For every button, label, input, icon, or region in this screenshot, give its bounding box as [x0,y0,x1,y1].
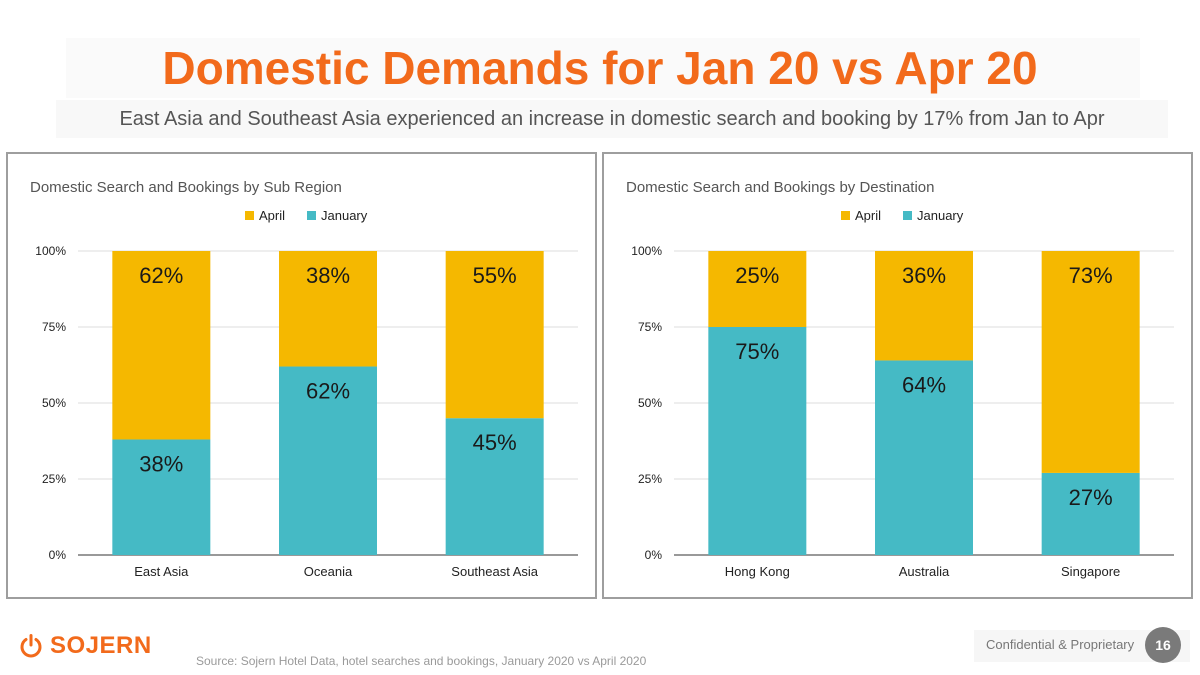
logo-text: SOJERN [50,632,152,659]
x-tick-label: Hong Kong [725,564,790,579]
data-label-january-east-asia: 38% [139,451,183,476]
page-number: 16 [1145,627,1181,663]
x-tick-label: Oceania [304,564,353,579]
y-tick-label: 0% [49,548,67,562]
y-tick-label: 100% [35,244,66,258]
bar-april-southeast-asia [445,251,544,419]
y-tick-label: 50% [42,396,66,410]
title-band [66,38,1140,98]
chart-title: Domestic Search and Bookings by Sub Regi… [30,179,342,196]
bar-january-oceania [279,366,377,555]
bar-january-east-asia [112,439,211,555]
bar-april-oceania [279,251,377,367]
y-tick-label: 25% [42,472,66,486]
bar-april-singapore [1041,251,1140,473]
x-tick-label: Southeast Asia [451,564,538,579]
chart-destination: Domestic Search and Bookings by Destinat… [626,179,1174,579]
y-tick-label: 75% [42,320,66,334]
subtitle-band [56,100,1168,138]
page-subtitle: East Asia and Southeast Asia experienced… [119,108,1105,130]
data-label-april-hong-kong: 25% [735,263,779,288]
legend-label-january: January [917,208,964,223]
bar-january-hong-kong [708,327,807,555]
data-label-april-east-asia: 62% [139,263,183,288]
bar-january-australia [875,360,973,555]
data-label-january-southeast-asia: 45% [473,430,517,455]
data-label-april-australia: 36% [902,263,946,288]
bar-april-australia [875,251,973,361]
bar-january-southeast-asia [445,418,544,555]
chart-title: Domestic Search and Bookings by Destinat… [626,179,935,196]
x-tick-label: Australia [899,564,950,579]
y-tick-label: 50% [638,396,662,410]
data-label-april-oceania: 38% [306,263,350,288]
legend-swatch-january [307,211,316,220]
bar-april-hong-kong [708,251,807,327]
data-label-january-australia: 64% [902,372,946,397]
legend-label-april: April [259,208,285,223]
bar-january-singapore [1041,472,1140,555]
source-note: Source: Sojern Hotel Data, hotel searche… [196,654,647,668]
y-tick-label: 25% [638,472,662,486]
y-tick-label: 0% [645,548,663,562]
data-label-january-singapore: 27% [1069,485,1113,510]
chart-sub-region: Domestic Search and Bookings by Sub Regi… [30,179,578,579]
legend-swatch-april [841,211,850,220]
x-tick-label: East Asia [134,564,189,579]
data-label-january-oceania: 62% [306,379,350,404]
data-label-april-singapore: 73% [1069,263,1113,288]
data-label-april-southeast-asia: 55% [473,263,517,288]
confidential-label: Confidential & Proprietary [986,637,1135,652]
chart-panel-destination: Domestic Search and Bookings by Destinat… [602,152,1193,599]
legend-label-april: April [855,208,881,223]
legend-label-january: January [321,208,368,223]
chart-panel-sub-region: Domestic Search and Bookings by Sub Regi… [6,152,597,599]
y-tick-label: 75% [638,320,662,334]
power-icon [20,634,42,658]
sojern-logo: SOJERN [18,630,152,662]
y-tick-label: 100% [631,244,662,258]
legend-swatch-january [903,211,912,220]
data-label-january-hong-kong: 75% [735,339,779,364]
page-title: Domestic Demands for Jan 20 vs Apr 20 [162,42,1038,94]
x-tick-label: Singapore [1061,564,1120,579]
bar-april-east-asia [112,251,211,440]
legend-swatch-april [245,211,254,220]
